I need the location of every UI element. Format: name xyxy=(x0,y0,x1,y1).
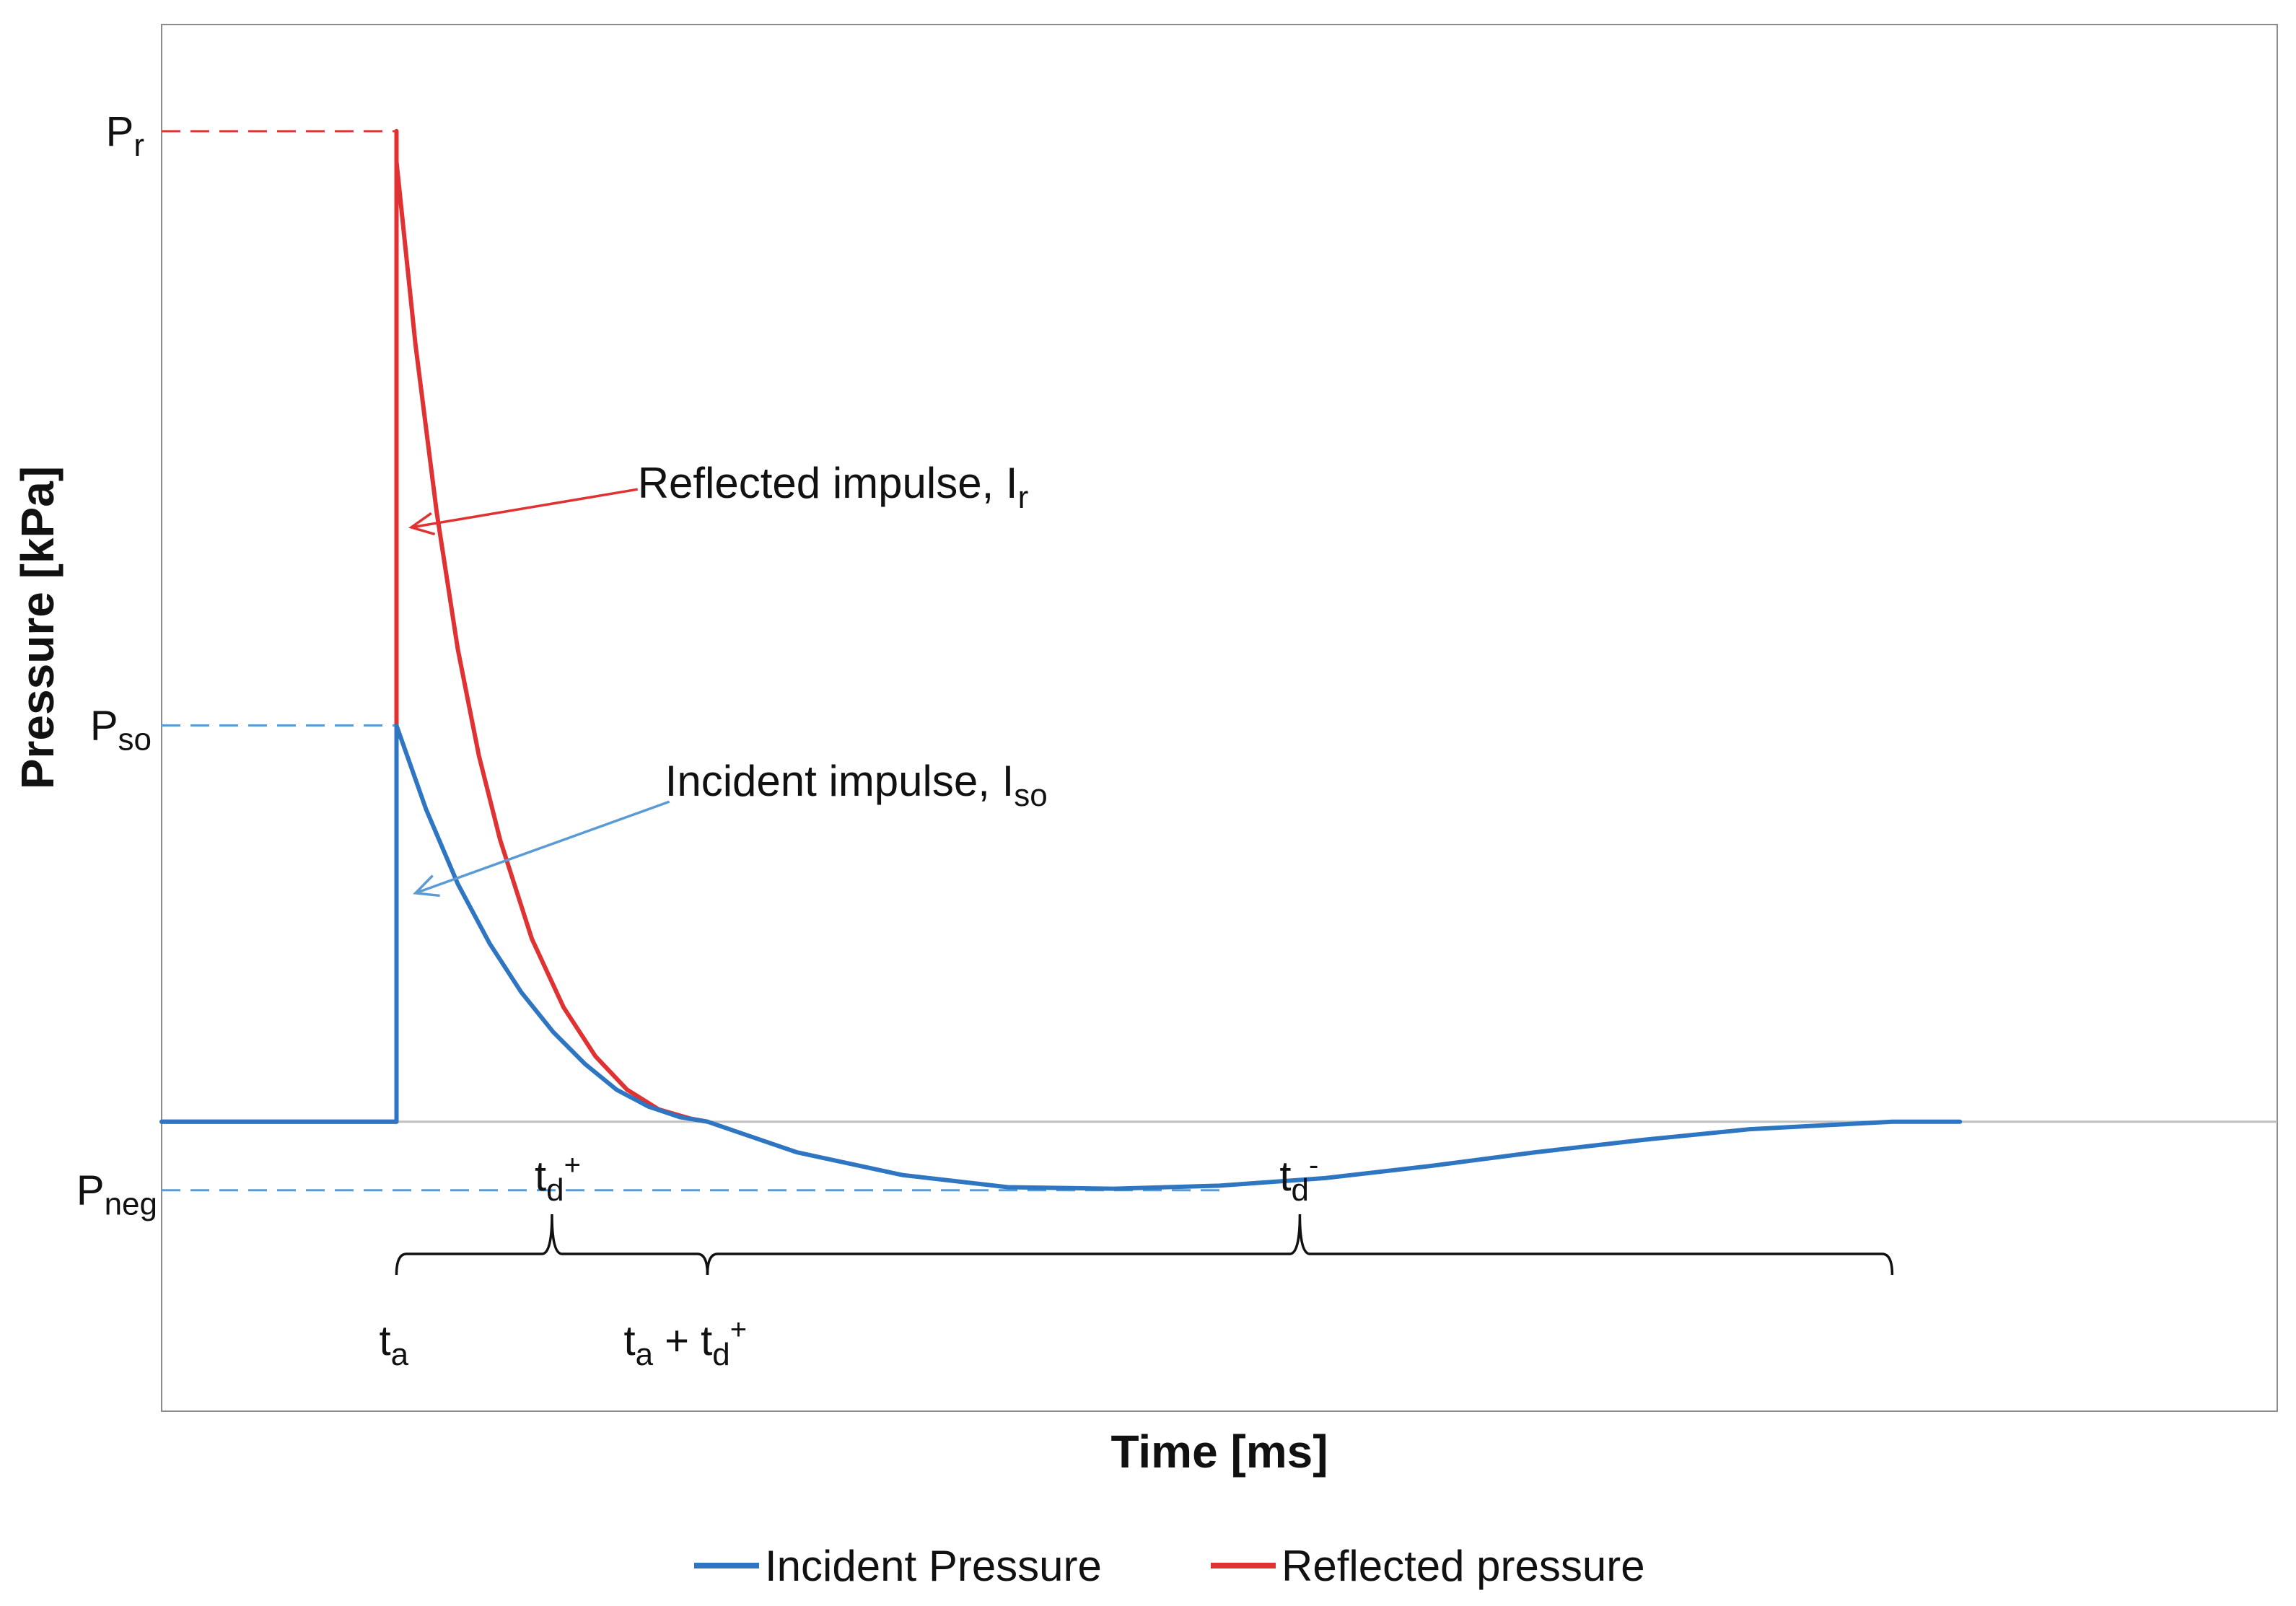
y-tick-label-p-neg: Pneg xyxy=(76,1167,157,1222)
brace-label-td-positive: td+ xyxy=(535,1149,581,1208)
legend: Incident Pressure Reflected pressure xyxy=(694,1542,1645,1590)
annotation-reflected-impulse: Reflected impulse, Ir xyxy=(638,459,1029,515)
y-tick-label-p-so: Pso xyxy=(90,703,152,758)
annotation-incident-impulse: Incident impulse, Iso xyxy=(665,757,1048,813)
brace-td-positive xyxy=(395,1214,709,1276)
series-lines xyxy=(159,128,1963,1191)
duration-braces xyxy=(395,1214,1894,1276)
x-tick-label-ta-plus-td: ta + td+ xyxy=(623,1314,747,1372)
y-axis-title: Pressure [kPa] xyxy=(12,466,63,789)
legend-label-incident-pressure: Incident Pressure xyxy=(765,1542,1102,1590)
y-tick-label-p-r: Pr xyxy=(106,108,144,163)
series-line-incident-pressure xyxy=(159,723,1963,1191)
impulse-arrows xyxy=(408,488,670,898)
plot-area-border xyxy=(161,24,2278,1412)
arrow-reflected-impulse xyxy=(408,488,638,536)
brace-td-negative xyxy=(706,1214,1894,1276)
brace-label-td-negative: td- xyxy=(1279,1149,1318,1208)
x-axis-title: Time [ms] xyxy=(1110,1426,1328,1478)
x-tick-label-t-a: ta xyxy=(379,1317,408,1372)
legend-label-reflected-pressure: Reflected pressure xyxy=(1281,1542,1645,1590)
arrow-incident-impulse xyxy=(413,800,670,898)
reference-lines xyxy=(162,130,1219,1192)
series-line-reflected-pressure xyxy=(159,128,710,1124)
